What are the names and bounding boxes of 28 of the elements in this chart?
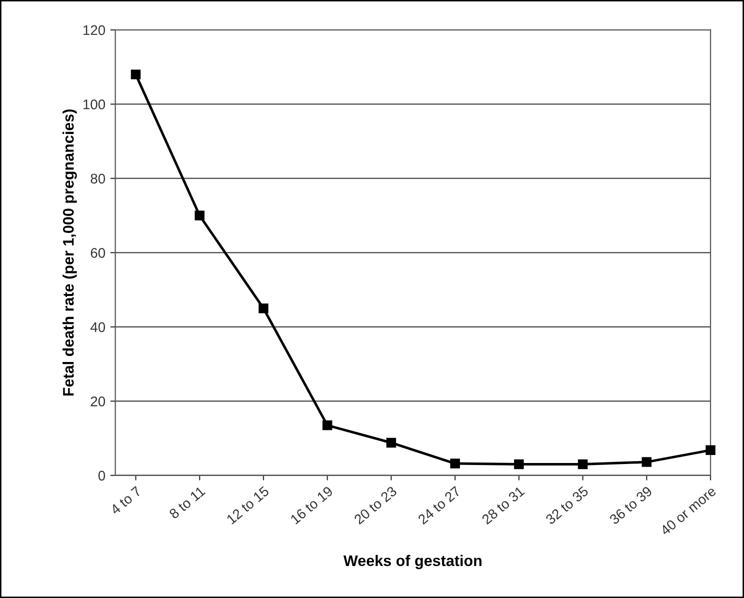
y-tick-label: 40 (90, 322, 106, 332)
y-tick-label: 0 (98, 470, 106, 481)
point (130, 70, 141, 80)
y-tick-label: 60 (90, 248, 106, 258)
point (514, 459, 524, 470)
x-tick-label: 20 to 23 (354, 486, 398, 525)
point (322, 420, 332, 430)
point (258, 303, 268, 314)
point (578, 459, 588, 470)
x-tick-label: 16 to 19 (290, 486, 334, 525)
x-tick-label: 28 to 31 (481, 486, 525, 525)
x-tick-label: 12 to 15 (226, 486, 270, 525)
y-tick-label: 80 (90, 174, 106, 184)
y-axis-title: Fetal death rate (per 1,000 pregnancies) (62, 109, 77, 396)
point (706, 445, 716, 456)
x-tick-label: 32 to 35 (544, 486, 589, 525)
x-axis-title: Weeks of gestation (343, 554, 482, 570)
y-tick-label: 20 (90, 396, 106, 406)
x-tick-label: 4 to 7 (110, 486, 142, 516)
point (642, 457, 652, 467)
x-tick-label: 24 to 27 (417, 486, 462, 525)
point (386, 438, 396, 448)
y-tick-label: 100 (83, 99, 106, 110)
point (194, 210, 204, 220)
point (450, 458, 460, 468)
x-tick-label: 36 to 39 (608, 486, 653, 525)
y-tick-label: 120 (83, 25, 106, 36)
x-tick-label: 8 to 11 (168, 486, 206, 520)
